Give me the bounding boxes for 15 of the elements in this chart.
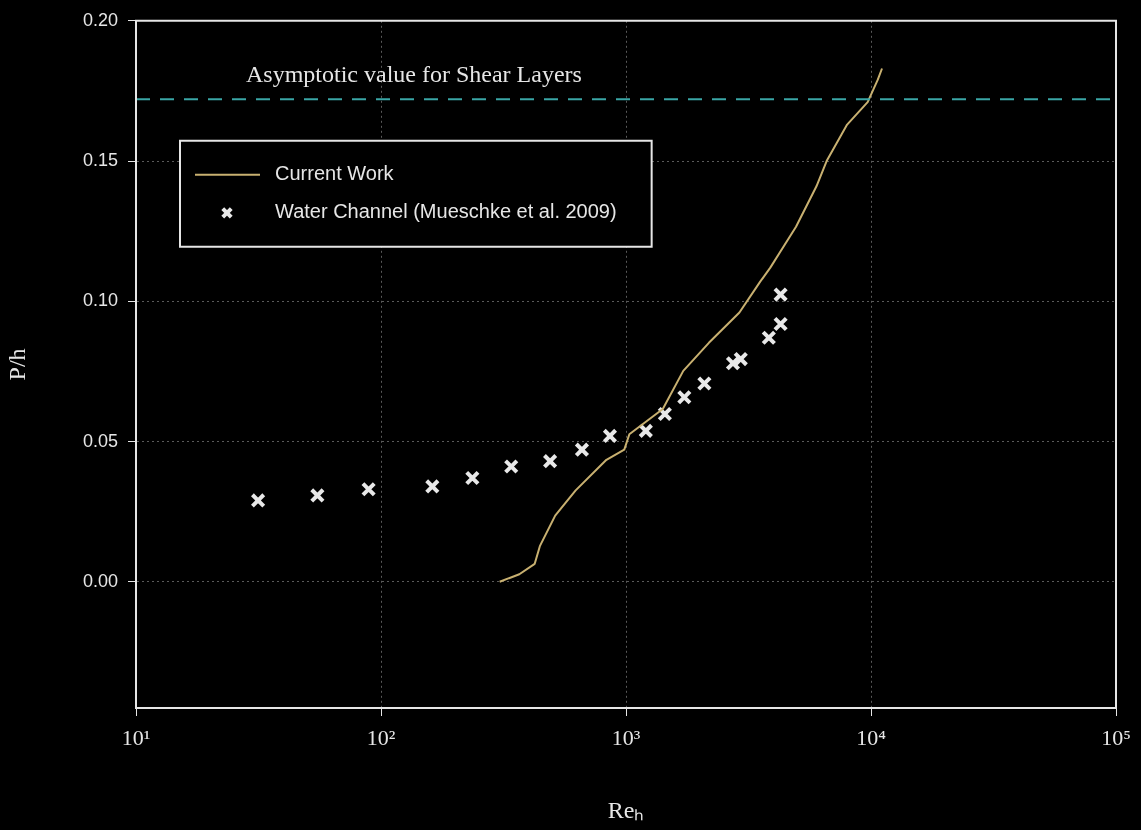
legend-label: Water Channel (Mueschke et al. 2009): [275, 200, 617, 223]
y-tick-label: 0.15: [82, 150, 118, 171]
x-tick-label: 10⁴: [856, 724, 887, 750]
y-tick-label: 0.00: [82, 570, 118, 591]
x-tick-label: 10³: [611, 724, 641, 750]
ref-line-label: Asymptotic value for Shear Layers: [246, 60, 582, 87]
y-tick-label: 0.05: [82, 430, 118, 451]
x-tick-label: 10⁵: [1101, 724, 1131, 750]
x-tick-label: 10²: [366, 724, 396, 750]
x-tick-label: 10¹: [121, 724, 151, 750]
x-axis-title: Reₕ: [607, 796, 645, 823]
y-tick-label: 0.20: [82, 9, 118, 30]
legend-label: Current Work: [275, 162, 395, 185]
y-tick-label: 0.10: [82, 290, 118, 311]
y-axis-title: P/h: [3, 348, 30, 381]
